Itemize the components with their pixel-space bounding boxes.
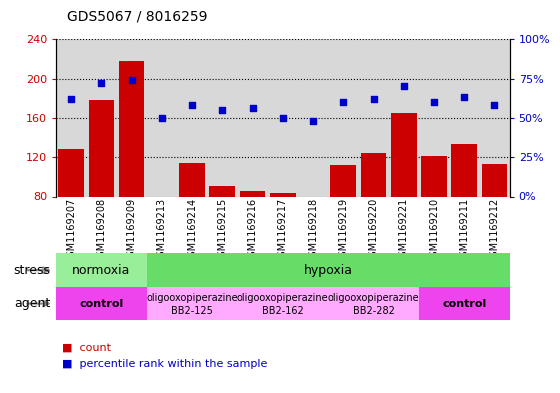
Bar — [147, 39, 177, 197]
Point — [369, 96, 378, 102]
Text: BB2-282: BB2-282 — [353, 306, 394, 316]
Text: control: control — [442, 299, 487, 309]
Point — [399, 83, 408, 90]
Bar — [116, 39, 147, 197]
Point — [339, 99, 348, 105]
Point — [278, 115, 287, 121]
Bar — [391, 113, 417, 196]
Text: GDS5067 / 8016259: GDS5067 / 8016259 — [67, 9, 208, 24]
Point — [490, 102, 499, 108]
Bar — [88, 100, 114, 196]
Point — [67, 96, 76, 102]
Point — [127, 77, 136, 83]
Bar — [451, 144, 477, 196]
Bar — [482, 164, 507, 196]
Bar — [421, 156, 447, 196]
Bar — [328, 39, 358, 197]
Text: control: control — [79, 299, 124, 309]
Bar — [419, 287, 510, 320]
Bar — [58, 149, 84, 196]
Bar — [449, 39, 479, 197]
Bar — [147, 253, 510, 287]
Bar — [237, 39, 268, 197]
Bar — [419, 39, 449, 197]
Point — [218, 107, 227, 113]
Text: agent: agent — [14, 297, 50, 310]
Point — [430, 99, 438, 105]
Bar — [298, 39, 328, 197]
Bar — [56, 39, 86, 197]
Text: stress: stress — [13, 264, 50, 277]
Point — [157, 115, 166, 121]
Text: ■  count: ■ count — [62, 343, 110, 353]
Bar — [179, 163, 205, 196]
Bar — [240, 191, 265, 196]
Text: ■  percentile rank within the sample: ■ percentile rank within the sample — [62, 358, 267, 369]
Text: BB2-125: BB2-125 — [171, 306, 213, 316]
Bar — [207, 39, 237, 197]
Point — [460, 94, 469, 101]
Point — [309, 118, 318, 124]
Bar — [56, 287, 147, 320]
Bar — [479, 39, 510, 197]
Bar — [177, 39, 207, 197]
Bar — [209, 185, 235, 196]
Bar — [328, 287, 419, 320]
Point — [97, 80, 106, 86]
Point — [188, 102, 197, 108]
Bar — [147, 287, 237, 320]
Text: hypoxia: hypoxia — [304, 264, 353, 277]
Text: oligooxopiperazine: oligooxopiperazine — [328, 292, 419, 303]
Text: normoxia: normoxia — [72, 264, 130, 277]
Bar — [389, 39, 419, 197]
Text: oligooxopiperazine: oligooxopiperazine — [237, 292, 329, 303]
Bar — [86, 39, 116, 197]
Text: oligooxopiperazine: oligooxopiperazine — [146, 292, 238, 303]
Bar — [270, 193, 296, 196]
Bar — [237, 287, 328, 320]
Bar — [361, 153, 386, 196]
Bar — [358, 39, 389, 197]
Bar — [268, 39, 298, 197]
Bar — [56, 253, 147, 287]
Bar — [119, 61, 144, 196]
Text: BB2-162: BB2-162 — [262, 306, 304, 316]
Bar — [330, 165, 356, 196]
Point — [248, 105, 257, 112]
